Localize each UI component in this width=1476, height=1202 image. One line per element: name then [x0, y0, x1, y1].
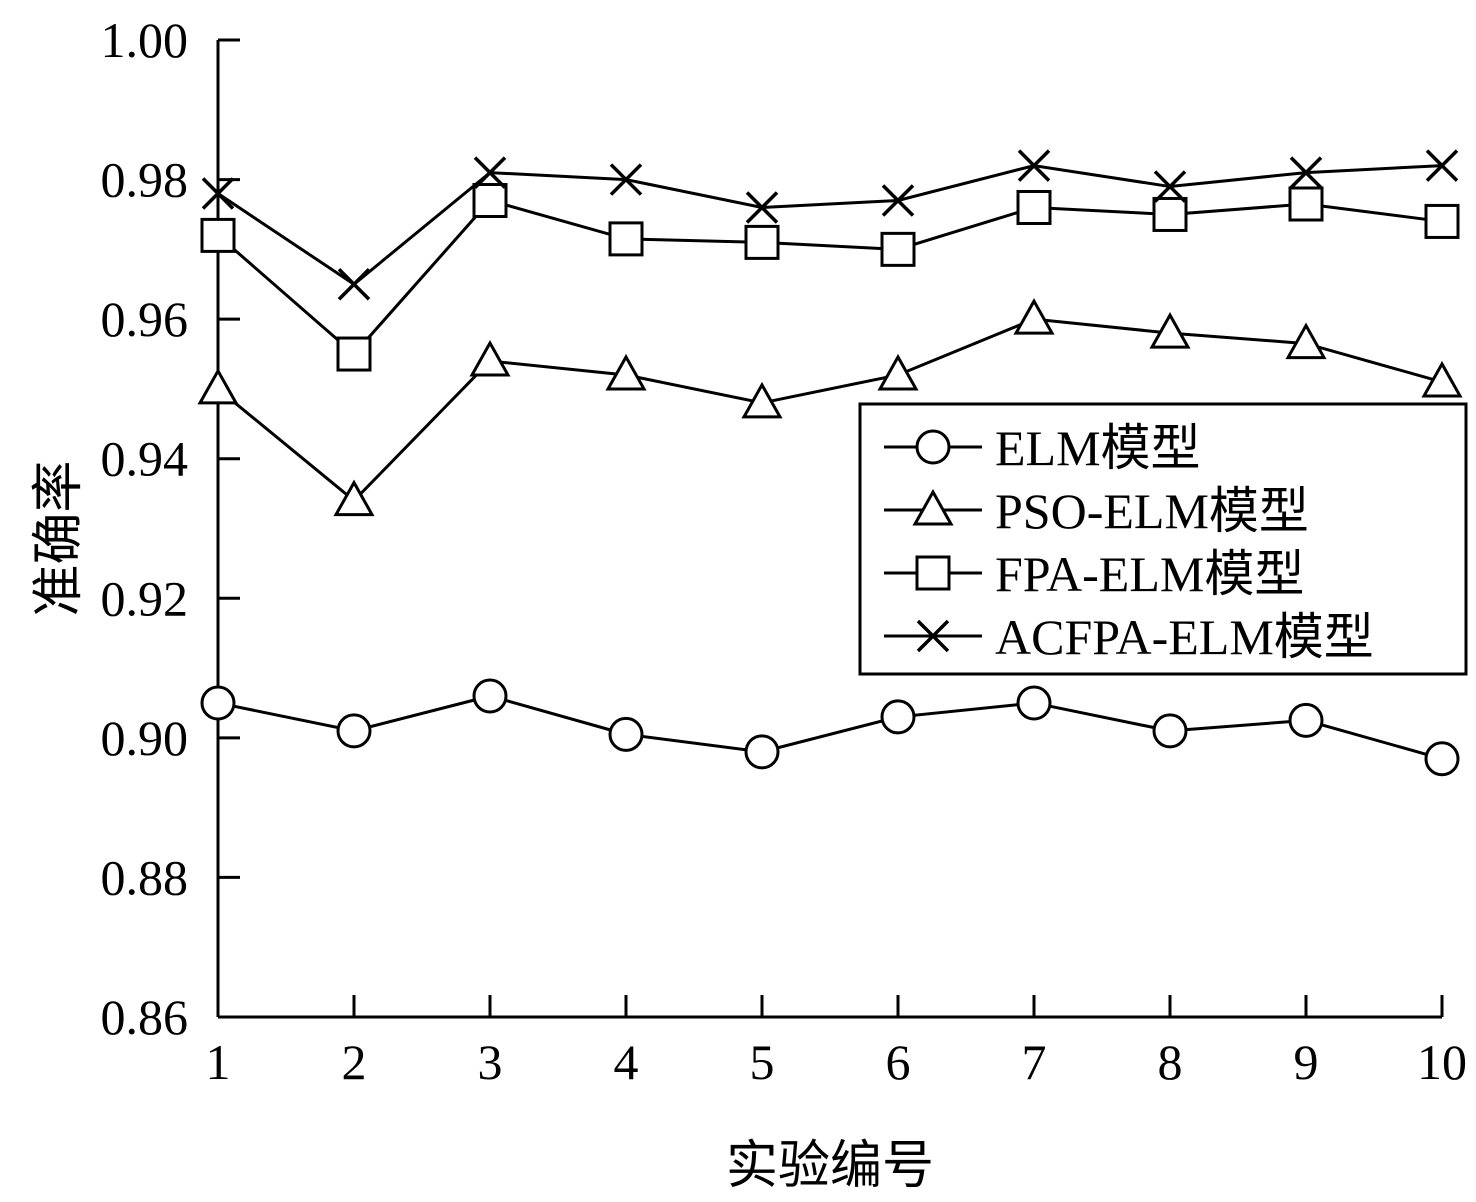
data-point [1152, 196, 1188, 232]
data-point [336, 713, 372, 749]
legend-marker [915, 429, 951, 465]
data-point [473, 156, 507, 189]
data-point [197, 367, 239, 405]
x-tick-label: 6 [886, 1034, 911, 1090]
y-tick-label: 0.86 [101, 989, 189, 1045]
data-point [1016, 189, 1052, 225]
data-point [336, 336, 372, 372]
x-axis-title: 实验编号 [726, 1138, 934, 1195]
legend-label: ELM模型 [995, 420, 1201, 476]
data-point [877, 353, 919, 391]
x-tick-label: 5 [750, 1034, 775, 1090]
data-point [744, 224, 780, 260]
legend-item: FPA-ELM模型 [884, 546, 1304, 602]
data-point [1149, 312, 1191, 349]
data-point [608, 716, 644, 752]
series-1 [197, 298, 1463, 517]
legend-marker [916, 619, 950, 653]
data-point [881, 184, 915, 217]
data-point [1285, 322, 1327, 360]
legend-box [858, 402, 1468, 676]
y-axis-title: 准确率 [31, 460, 88, 616]
y-tick-label: 0.98 [101, 152, 189, 208]
x-tick-label: 4 [614, 1034, 639, 1090]
data-point [200, 685, 236, 721]
y-tick-label: 0.90 [101, 710, 189, 766]
legend-label: FPA-ELM模型 [995, 546, 1304, 602]
data-point [880, 699, 916, 735]
series-layer [197, 149, 1463, 777]
series-line [217, 164, 1443, 287]
data-point [1153, 170, 1187, 203]
legend-item: ELM模型 [884, 420, 1201, 476]
data-point [1013, 298, 1055, 335]
x-tick-label: 10 [1417, 1034, 1467, 1090]
y-tick-label: 0.96 [101, 291, 189, 347]
data-point [1289, 156, 1323, 189]
data-point [1288, 702, 1324, 738]
data-point [741, 381, 783, 419]
axes: 0.86 0.88 0.90 0.92 0.94 0.96 0.98 1.00 1 2 3 4 5 6 7 8… [101, 12, 1468, 1090]
data-point [333, 479, 375, 517]
data-point [608, 221, 644, 257]
series-3 [201, 149, 1459, 301]
y-tick-label: 1.00 [101, 12, 189, 68]
y-tick-label: 0.92 [101, 570, 189, 626]
x-tick-label: 8 [1158, 1034, 1183, 1090]
legend-marker [912, 488, 954, 526]
data-point [744, 734, 780, 770]
y-tick-label: 0.94 [101, 431, 189, 487]
data-point [880, 231, 916, 267]
x-tick-label: 2 [342, 1034, 367, 1090]
series-line [217, 694, 1443, 761]
legend-label: PSO-ELM模型 [995, 483, 1309, 539]
data-point [1424, 741, 1460, 777]
data-point [472, 183, 508, 219]
data-point [1425, 149, 1459, 182]
data-point [1017, 149, 1051, 182]
legend-marker [915, 555, 951, 591]
data-point [469, 339, 511, 377]
y-tick-label: 0.88 [101, 849, 189, 905]
data-point [472, 678, 508, 714]
legend-label: ACFPA-ELM模型 [995, 609, 1374, 665]
x-tick-label: 1 [206, 1034, 231, 1090]
data-point [200, 217, 236, 253]
data-point [1421, 360, 1463, 398]
x-tick-label: 7 [1022, 1034, 1047, 1090]
legend-item: ACFPA-ELM模型 [884, 609, 1374, 665]
series-2 [200, 183, 1460, 372]
data-point [1288, 186, 1324, 222]
series-0 [200, 678, 1460, 777]
data-point [605, 353, 647, 391]
series-line [217, 317, 1443, 503]
legend-item: PSO-ELM模型 [884, 483, 1309, 539]
series-line [217, 198, 1443, 357]
legend: ELM模型 PSO-ELM模型 FPA-ELM模型 ACFPA-ELM模型 [858, 402, 1468, 676]
x-tick-label: 3 [478, 1034, 503, 1090]
data-point [1424, 203, 1460, 239]
data-point [1152, 713, 1188, 749]
data-point [201, 177, 235, 210]
data-point [1016, 685, 1052, 721]
data-point [745, 191, 779, 224]
data-point [337, 268, 371, 301]
data-point [609, 163, 643, 196]
x-tick-label: 9 [1294, 1034, 1319, 1090]
